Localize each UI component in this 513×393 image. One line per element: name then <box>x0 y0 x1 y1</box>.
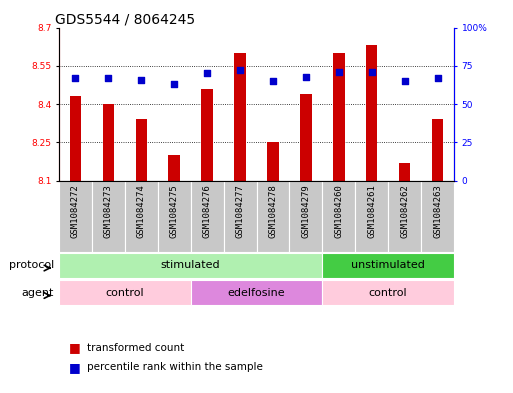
Text: agent: agent <box>22 288 54 298</box>
Text: GDS5544 / 8064245: GDS5544 / 8064245 <box>55 12 195 26</box>
Text: GSM1084261: GSM1084261 <box>367 184 376 238</box>
Bar <box>70 96 81 181</box>
Bar <box>103 104 114 181</box>
Bar <box>388 181 421 252</box>
Text: protocol: protocol <box>9 260 54 270</box>
Bar <box>191 181 224 252</box>
Text: control: control <box>106 288 144 298</box>
Text: GSM1084263: GSM1084263 <box>433 184 442 238</box>
Bar <box>421 181 454 252</box>
Bar <box>256 181 289 252</box>
Point <box>71 75 80 81</box>
Bar <box>234 53 246 181</box>
Bar <box>168 155 180 181</box>
Point <box>170 81 179 87</box>
Point <box>137 77 145 83</box>
Point <box>269 78 277 84</box>
Text: GSM1084274: GSM1084274 <box>137 184 146 238</box>
Bar <box>399 163 410 181</box>
Text: GSM1084278: GSM1084278 <box>268 184 278 238</box>
Text: GSM1084275: GSM1084275 <box>170 184 179 238</box>
Bar <box>267 142 279 181</box>
Bar <box>333 53 345 181</box>
Text: GSM1084272: GSM1084272 <box>71 184 80 238</box>
Text: control: control <box>369 288 407 298</box>
Text: stimulated: stimulated <box>161 260 221 270</box>
Text: GSM1084260: GSM1084260 <box>334 184 343 238</box>
Bar <box>59 181 92 252</box>
Bar <box>432 119 443 181</box>
Text: GSM1084262: GSM1084262 <box>400 184 409 238</box>
Text: GSM1084279: GSM1084279 <box>301 184 310 238</box>
Bar <box>92 181 125 252</box>
Bar <box>135 119 147 181</box>
Point <box>203 70 211 77</box>
Point <box>334 69 343 75</box>
Point <box>302 73 310 80</box>
Bar <box>158 181 191 252</box>
Bar <box>300 94 311 181</box>
Text: edelfosine: edelfosine <box>228 288 285 298</box>
Text: ■: ■ <box>69 361 81 374</box>
Bar <box>59 281 191 305</box>
Bar <box>191 281 322 305</box>
Bar <box>224 181 256 252</box>
Text: GSM1084276: GSM1084276 <box>203 184 212 238</box>
Text: percentile rank within the sample: percentile rank within the sample <box>87 362 263 373</box>
Bar <box>125 181 158 252</box>
Point <box>401 78 409 84</box>
Point <box>104 75 112 81</box>
Bar <box>366 45 378 181</box>
Bar <box>202 89 213 181</box>
Text: transformed count: transformed count <box>87 343 185 353</box>
Bar <box>289 181 322 252</box>
Bar <box>322 253 454 277</box>
Bar <box>322 281 454 305</box>
Point <box>236 67 244 73</box>
Bar <box>59 253 322 277</box>
Text: unstimulated: unstimulated <box>351 260 425 270</box>
Text: GSM1084277: GSM1084277 <box>235 184 245 238</box>
Point <box>368 69 376 75</box>
Bar <box>322 181 355 252</box>
Bar <box>355 181 388 252</box>
Text: GSM1084273: GSM1084273 <box>104 184 113 238</box>
Point <box>433 75 442 81</box>
Text: ■: ■ <box>69 341 81 354</box>
